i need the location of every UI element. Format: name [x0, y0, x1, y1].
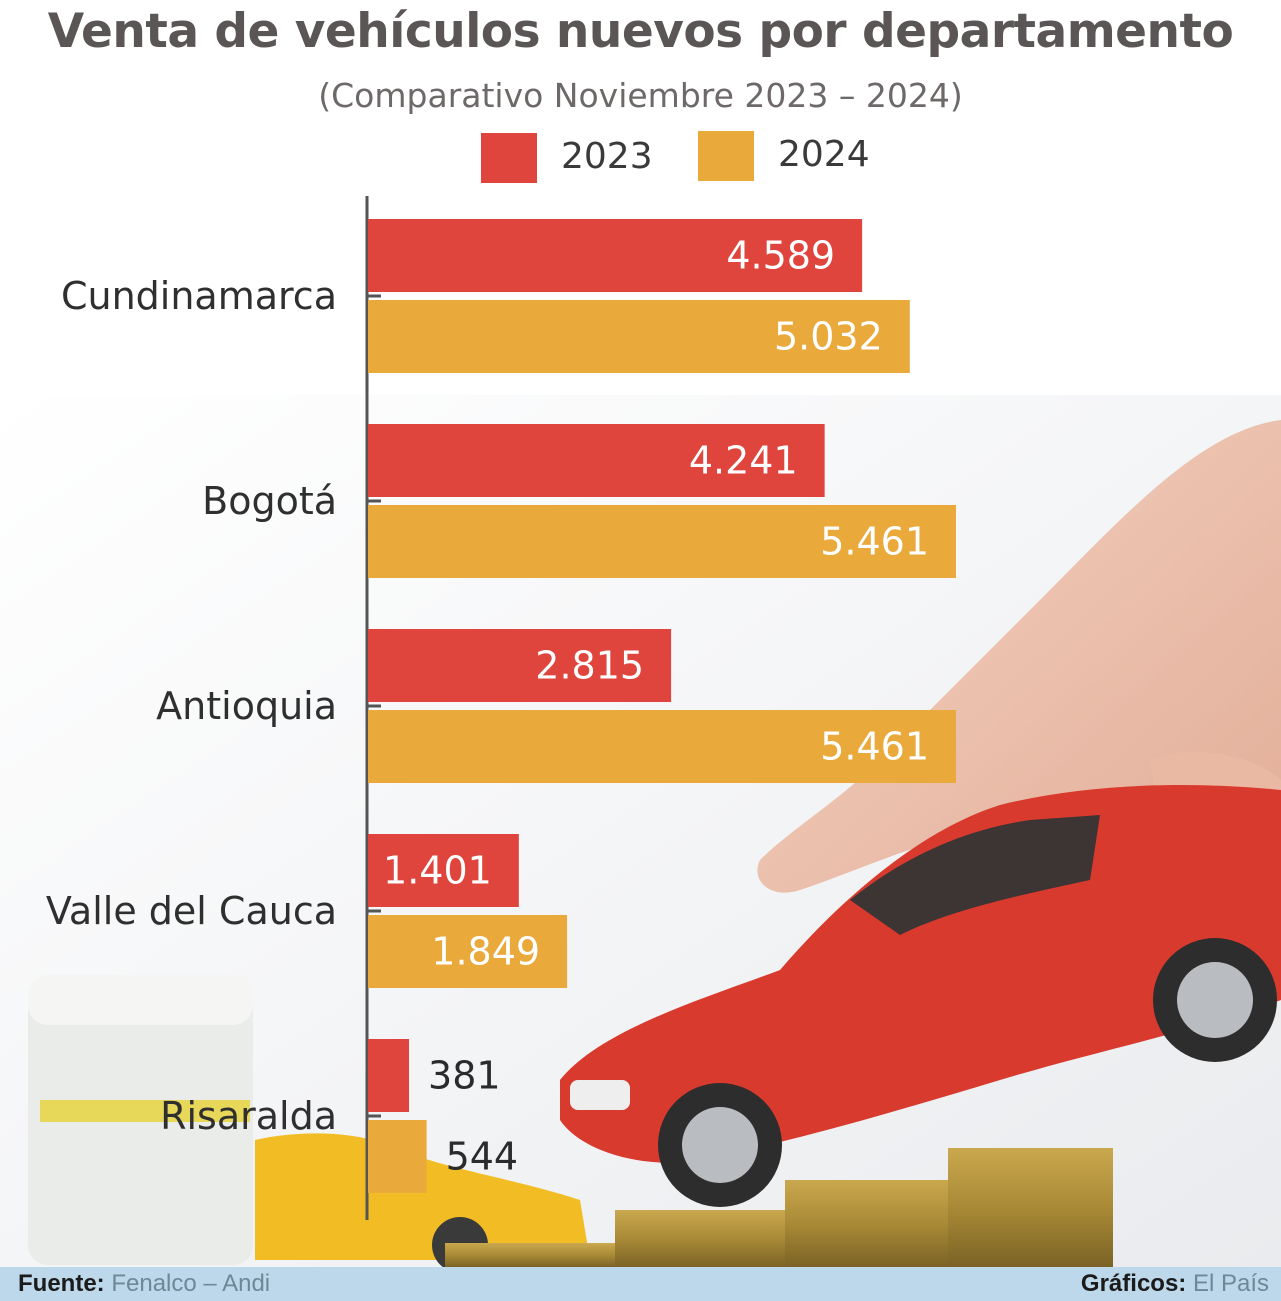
source-label: Fuente:	[18, 1270, 105, 1297]
data-label-2024-3: 1.849	[431, 930, 540, 974]
legend-label-2024: 2024	[778, 134, 870, 175]
data-label-2024-4: 544	[446, 1135, 519, 1179]
category-label-1: Bogotá	[202, 479, 337, 523]
bar-2024-2	[368, 710, 956, 783]
coin-stacks-illustration	[445, 1148, 1113, 1267]
category-label-2: Antioquia	[156, 684, 337, 728]
data-label-2023-0: 4.589	[726, 234, 835, 278]
data-label-2024-2: 5.461	[820, 725, 929, 769]
data-label-2023-3: 1.401	[383, 849, 492, 893]
source-value: Fenalco – Andi	[111, 1270, 271, 1297]
bar-2023-2	[368, 629, 672, 702]
footer-bar: Fuente: Fenalco – Andi Gráficos: El País	[0, 1267, 1281, 1301]
source-note: Fuente: Fenalco – Andi	[18, 1270, 270, 1298]
chart-subtitle: (Comparativo Noviembre 2023 – 2024)	[318, 76, 963, 115]
credit-label: Gráficos:	[1080, 1270, 1187, 1297]
data-label-2023-1: 4.241	[689, 439, 798, 483]
legend-swatch-2024	[698, 131, 754, 181]
bar-2024-3	[368, 915, 568, 988]
bar-2024-4	[368, 1120, 427, 1193]
category-label-4: Risaralda	[160, 1094, 337, 1138]
data-label-2023-2: 2.815	[535, 644, 644, 688]
credit-value: El País	[1192, 1270, 1269, 1297]
bar-2024-1	[368, 505, 956, 578]
banknote-roll-illustration	[28, 975, 253, 1265]
bar-2023-3	[368, 834, 519, 907]
category-label-0: Cundinamarca	[61, 274, 337, 318]
bar-2024-0	[368, 300, 910, 373]
category-label-3: Valle del Cauca	[46, 889, 337, 933]
bar-2023-4	[368, 1039, 410, 1112]
legend-label-2023: 2023	[561, 136, 653, 177]
bar-2023-1	[368, 424, 825, 497]
bar-2023-0	[368, 219, 863, 292]
credit-note: Gráficos: El País	[1081, 1270, 1269, 1298]
data-label-2024-0: 5.032	[774, 315, 883, 359]
data-label-2024-1: 5.461	[820, 520, 929, 564]
red-toy-car-illustration	[560, 785, 1281, 1207]
legend-swatch-2023	[481, 133, 537, 183]
chart-title: Venta de vehículos nuevos por departamen…	[47, 4, 1234, 59]
data-label-2023-4: 381	[428, 1054, 501, 1098]
